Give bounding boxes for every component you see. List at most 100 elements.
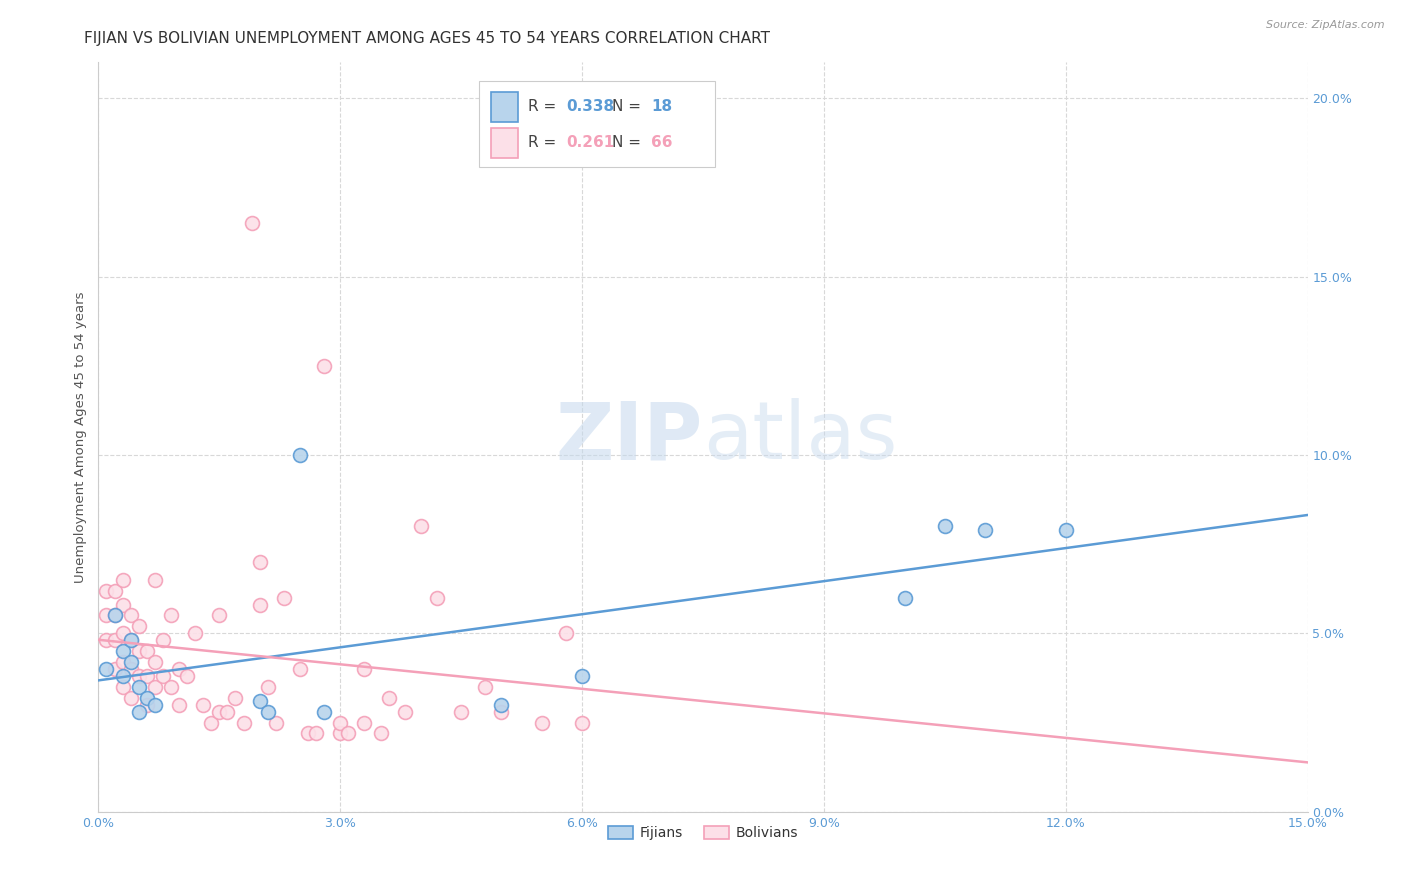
Point (120, 662, 142, 676)
Point (337, 726, 360, 740)
Point (314, 705, 336, 719)
Point (160, 608, 183, 623)
Point (329, 715, 352, 730)
FancyBboxPatch shape (492, 128, 517, 158)
Point (256, 705, 278, 719)
Point (128, 669, 150, 683)
Point (217, 705, 239, 719)
Point (224, 690, 246, 705)
Text: N =: N = (613, 99, 647, 114)
Point (450, 705, 472, 719)
Point (264, 715, 287, 730)
Point (1054, 523, 1077, 537)
Point (530, 715, 553, 730)
Point (249, 694, 271, 708)
Point (426, 591, 449, 605)
Point (184, 626, 207, 640)
Point (120, 690, 142, 705)
Text: 0.338: 0.338 (567, 99, 614, 114)
Text: ZIP: ZIP (555, 398, 703, 476)
Point (120, 633, 142, 648)
Point (135, 698, 157, 712)
Point (160, 680, 183, 694)
Point (103, 608, 125, 623)
Legend: Fijians, Bolivians: Fijians, Bolivians (602, 821, 804, 846)
Point (120, 655, 142, 669)
Point (409, 519, 432, 533)
Point (96, 662, 118, 676)
Point (96, 583, 118, 598)
Point (377, 690, 399, 705)
Text: R =: R = (527, 99, 561, 114)
Point (143, 680, 166, 694)
Point (474, 680, 496, 694)
Text: atlas: atlas (703, 398, 897, 476)
Point (288, 662, 311, 676)
Point (249, 598, 271, 612)
Point (96, 633, 118, 648)
Point (135, 644, 157, 658)
Point (103, 583, 125, 598)
FancyBboxPatch shape (492, 92, 517, 121)
Point (491, 705, 513, 719)
Text: N =: N = (613, 135, 647, 150)
Point (143, 698, 166, 712)
FancyBboxPatch shape (479, 81, 716, 168)
Point (353, 662, 375, 676)
Point (240, 216, 263, 230)
Point (288, 448, 311, 462)
Text: FIJIAN VS BOLIVIAN UNEMPLOYMENT AMONG AGES 45 TO 54 YEARS CORRELATION CHART: FIJIAN VS BOLIVIAN UNEMPLOYMENT AMONG AG… (84, 31, 770, 46)
Point (208, 705, 231, 719)
Point (143, 655, 166, 669)
Point (256, 680, 278, 694)
Point (232, 715, 254, 730)
Point (120, 608, 142, 623)
Text: 0.261: 0.261 (567, 135, 614, 150)
Point (893, 591, 915, 605)
Point (152, 633, 174, 648)
Point (329, 726, 352, 740)
Point (128, 680, 150, 694)
Point (111, 655, 134, 669)
Point (103, 608, 125, 623)
Text: 18: 18 (651, 99, 672, 114)
Point (555, 626, 578, 640)
Point (208, 608, 231, 623)
Point (135, 690, 157, 705)
Point (193, 698, 215, 712)
Point (111, 669, 134, 683)
Point (370, 726, 392, 740)
Y-axis label: Unemployment Among Ages 45 to 54 years: Unemployment Among Ages 45 to 54 years (75, 292, 87, 582)
Point (143, 573, 166, 587)
Text: 66: 66 (651, 135, 672, 150)
Point (934, 519, 956, 533)
Point (353, 715, 375, 730)
Point (103, 662, 125, 676)
Point (120, 633, 142, 648)
Point (135, 669, 157, 683)
Point (305, 726, 328, 740)
Point (152, 669, 174, 683)
Point (128, 619, 150, 633)
Point (167, 662, 190, 676)
Point (111, 644, 134, 658)
Text: R =: R = (527, 135, 561, 150)
Point (571, 715, 593, 730)
Point (249, 555, 271, 569)
Point (314, 359, 336, 373)
Point (167, 698, 190, 712)
Point (200, 715, 222, 730)
Point (297, 726, 319, 740)
Text: Source: ZipAtlas.com: Source: ZipAtlas.com (1267, 20, 1385, 29)
Point (273, 591, 295, 605)
Point (111, 598, 134, 612)
Point (491, 698, 513, 712)
Point (111, 626, 134, 640)
Point (96, 608, 118, 623)
Point (128, 705, 150, 719)
Point (974, 523, 997, 537)
Point (394, 705, 416, 719)
Point (111, 573, 134, 587)
Point (103, 633, 125, 648)
Point (128, 644, 150, 658)
